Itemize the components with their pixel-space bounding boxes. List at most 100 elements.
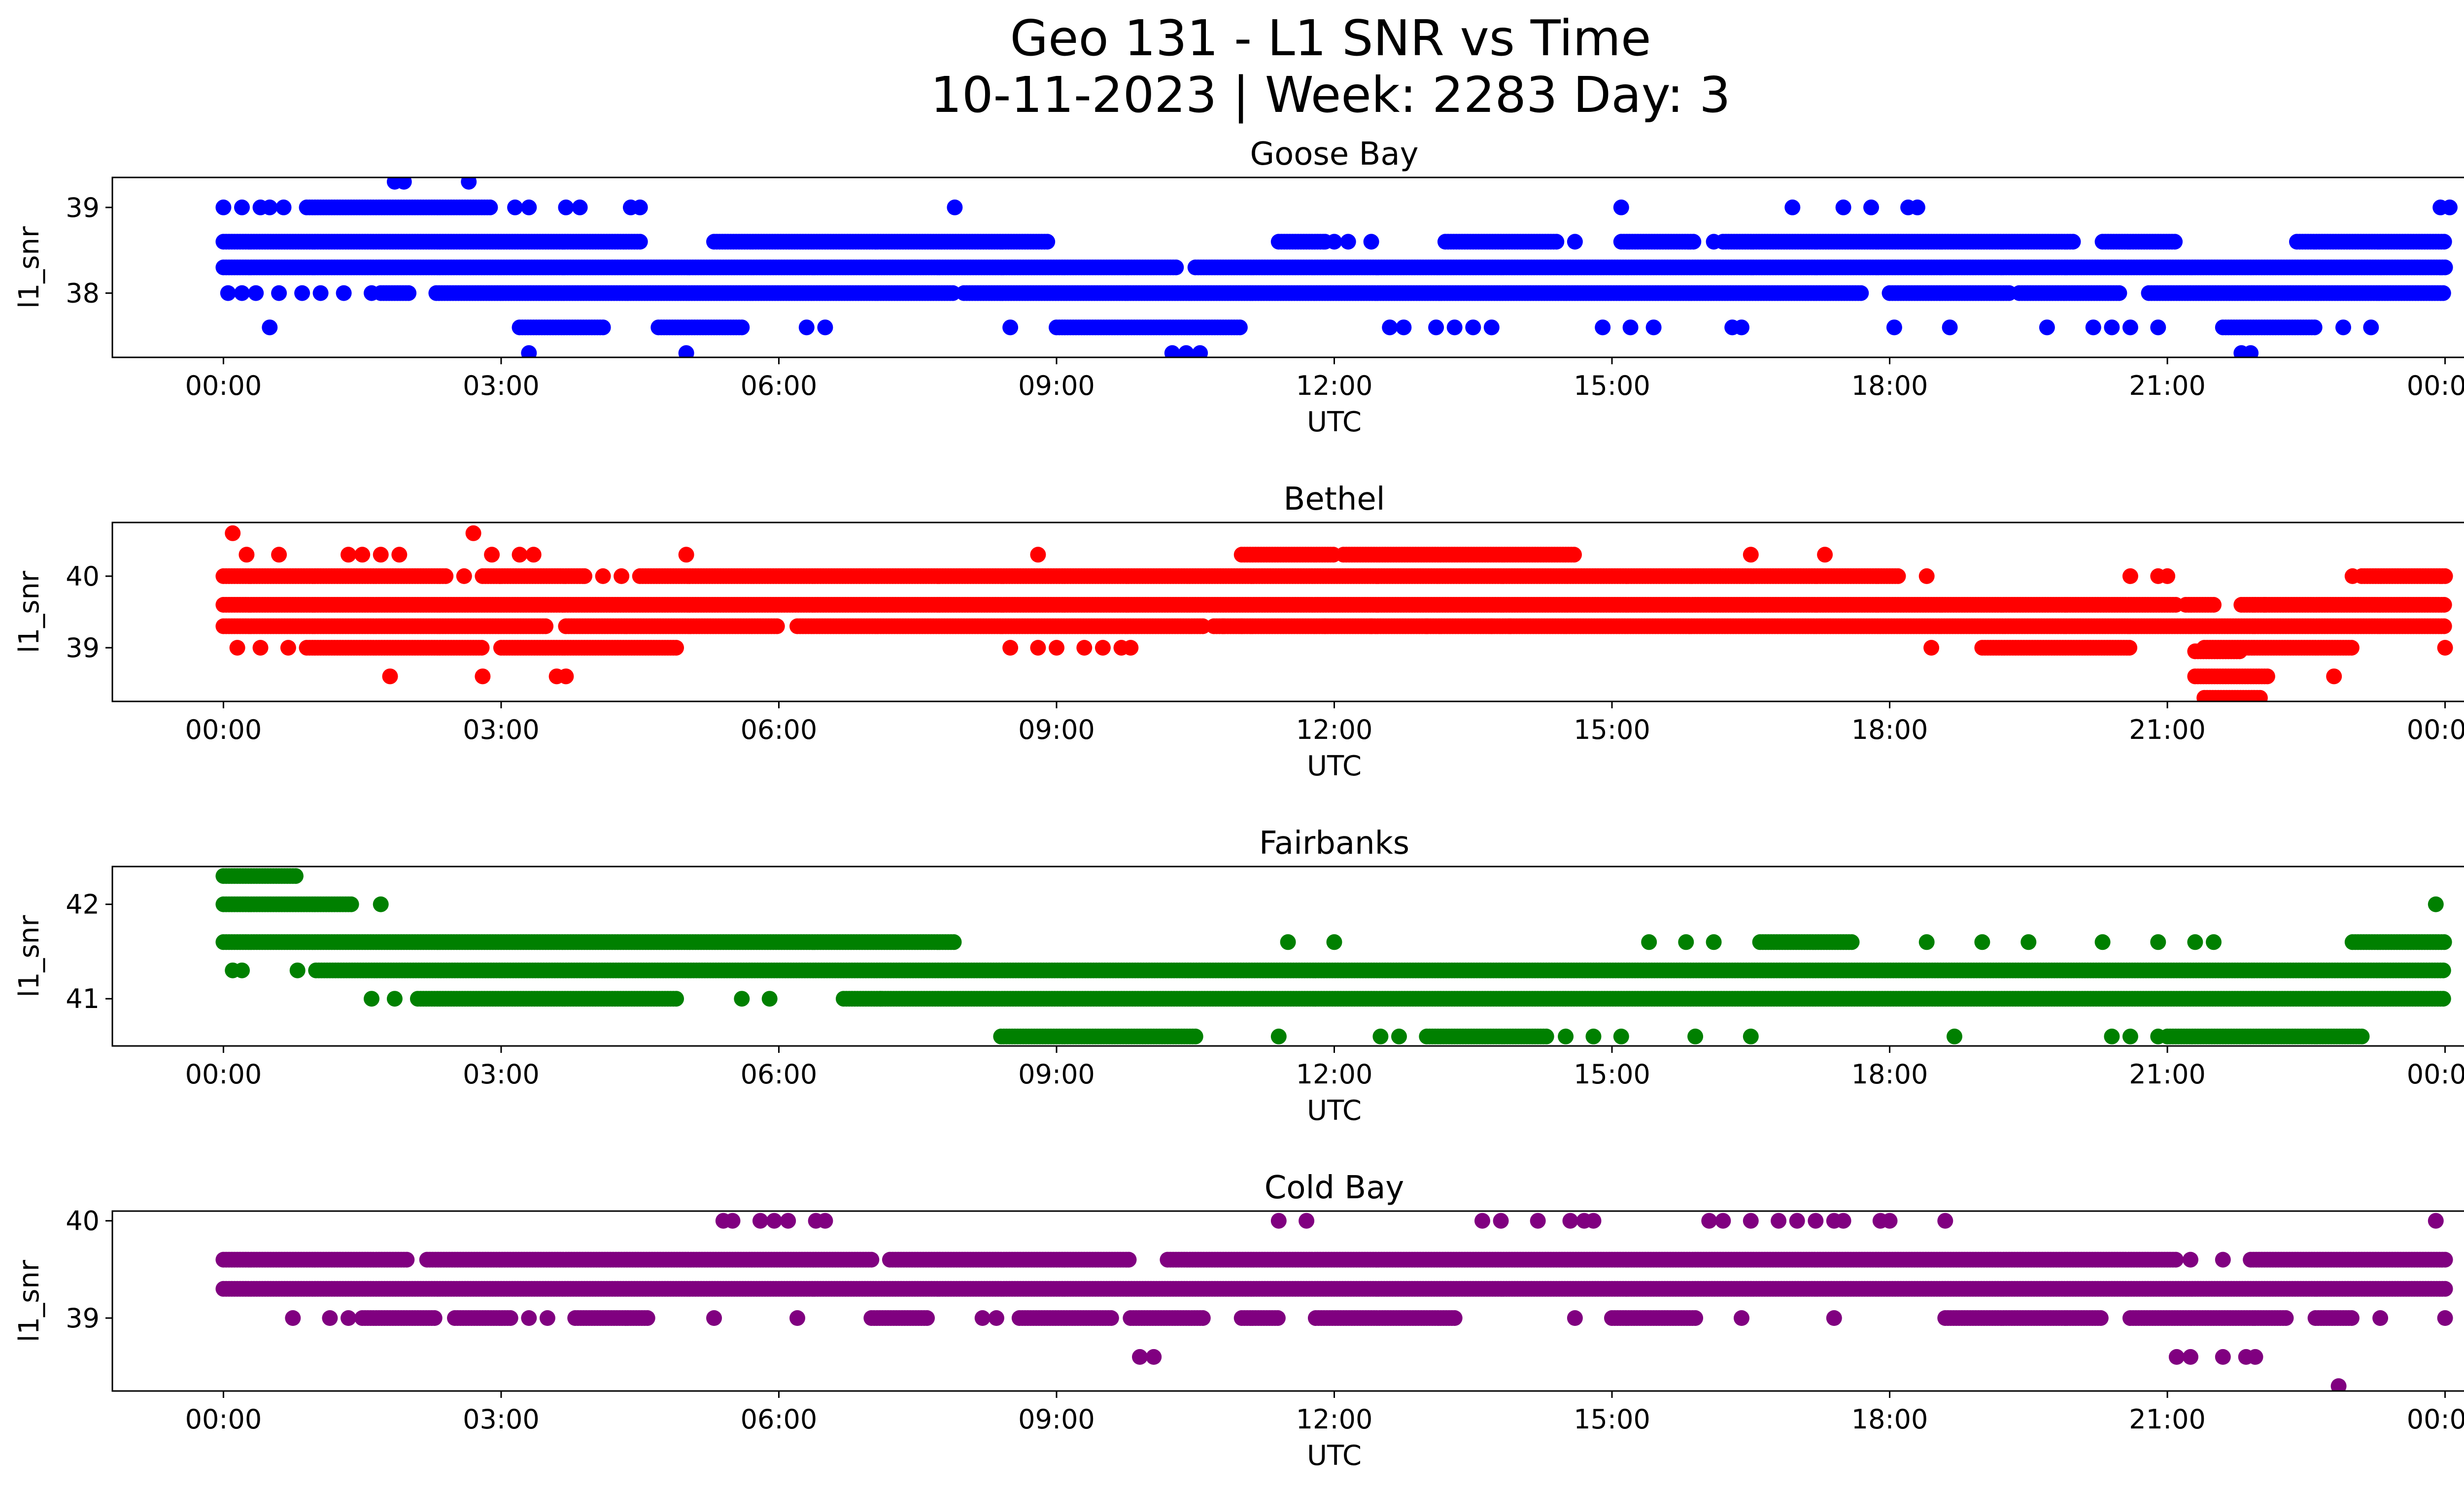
data-point: [1595, 319, 1611, 336]
data-point-level-4: [2122, 640, 2138, 656]
data-point: [234, 199, 250, 215]
data-point-level-3: [438, 568, 454, 584]
y-tick-label: 38: [66, 278, 100, 309]
subplot-1: Goose Bay 00:00 03:00 06:00 09:00 12:00 15:00 1…: [13, 136, 2464, 438]
data-point: [1178, 345, 1194, 357]
data-point-level-4: [474, 640, 490, 656]
data-point-level-7: [2259, 668, 2275, 685]
data-point-level-5: [595, 319, 611, 336]
data-point-level-1: [2436, 597, 2452, 613]
data-point: [1340, 234, 1356, 250]
x-tick-label: 15:00: [1574, 370, 1650, 401]
data-point: [2442, 199, 2458, 215]
data-point-level-2: [1548, 234, 1565, 250]
data-point: [1192, 345, 1208, 357]
data-point: [461, 177, 477, 190]
subplot-title: Goose Bay: [1250, 136, 1419, 173]
data-point: [215, 199, 232, 215]
x-tick-label: 09:00: [1018, 370, 1095, 401]
y-axis-label: l1_snr: [13, 226, 45, 309]
data-point-level-5: [1232, 319, 1248, 336]
data-point-level-5: [2306, 319, 2323, 336]
data-point: [1363, 234, 1379, 250]
data-point-level-2: [538, 618, 554, 634]
data-point-level-2: [1195, 618, 1211, 634]
data-point: [1002, 319, 1019, 336]
data-point-level-4: [668, 640, 684, 656]
x-tick-label: 12:00: [1296, 370, 1373, 401]
data-point: [817, 319, 833, 336]
data-point: [1942, 319, 1958, 336]
data-point: [1784, 199, 1801, 215]
data-point-level-4: [2343, 640, 2360, 656]
data-point-level-5: [1566, 547, 1582, 563]
data-point-level-4: [482, 199, 498, 215]
data-point-level-1: [2206, 597, 2222, 613]
data-point-level-3: [2437, 568, 2453, 584]
data-point-level-1: [2437, 259, 2453, 276]
data-point: [521, 199, 537, 215]
data-point: [248, 285, 264, 301]
data-point-level-3: [1853, 285, 1869, 301]
data-point: [294, 285, 310, 301]
data-point: [1706, 234, 1722, 250]
data-point: [1382, 319, 1398, 336]
data-point: [1483, 319, 1500, 336]
data-point: [1567, 234, 1583, 250]
data-point-level-3: [401, 285, 417, 301]
series-points: [215, 525, 2453, 701]
figure-title-line-2: 10-11-2023 | Week: 2283 Day: 3: [930, 66, 1730, 124]
data-point: [947, 199, 963, 215]
x-tick-label: 03:00: [463, 370, 540, 401]
data-point: [336, 285, 352, 301]
x-axis-label: UTC: [1307, 406, 1362, 438]
data-point-level-2: [2436, 234, 2452, 250]
data-point-level-6: [2231, 643, 2248, 660]
data-point-level-2: [2167, 234, 2183, 250]
data-point: [2104, 319, 2120, 336]
data-point: [798, 319, 815, 336]
data-point: [558, 199, 574, 215]
data-point: [2363, 319, 2379, 336]
data-point: [1909, 199, 1925, 215]
data-point: [1863, 199, 1879, 215]
data-point-level-2: [1039, 234, 1056, 250]
data-point: [572, 199, 588, 215]
data-point: [1886, 319, 1902, 336]
data-point: [2122, 319, 2138, 336]
data-point: [312, 285, 329, 301]
data-point: [234, 285, 250, 301]
data-point: [1446, 319, 1463, 336]
data-point-level-2: [2065, 234, 2081, 250]
data-point: [220, 285, 236, 301]
data-point-level-2: [2436, 618, 2452, 634]
data-point: [2085, 319, 2101, 336]
data-point: [2150, 319, 2166, 336]
data-point: [1734, 319, 1749, 336]
data-point: [364, 285, 379, 301]
data-point-level-1: [1168, 259, 1184, 276]
data-point: [1645, 319, 1662, 336]
data-point: [2039, 319, 2055, 336]
data-point: [2243, 345, 2259, 357]
x-tick-label: 18:00: [1851, 370, 1928, 401]
data-point: [521, 345, 537, 357]
data-point: [1164, 345, 1180, 357]
data-point: [1613, 199, 1629, 215]
data-point-level-3: [2435, 285, 2451, 301]
data-point: [1835, 199, 1851, 215]
data-point: [1396, 319, 1412, 336]
data-point: [1428, 319, 1444, 336]
data-point: [271, 285, 287, 301]
data-point: [275, 199, 292, 215]
x-tick-label: 06:00: [741, 370, 818, 401]
data-point-level-3: [1890, 568, 1906, 584]
x-tick-label: 00:00: [185, 370, 262, 401]
y-tick-label: 39: [66, 192, 100, 223]
data-point-level-2: [1685, 234, 1702, 250]
x-tick-label: 21:00: [2129, 370, 2206, 401]
data-point: [1465, 319, 1481, 336]
data-point: [507, 199, 523, 215]
